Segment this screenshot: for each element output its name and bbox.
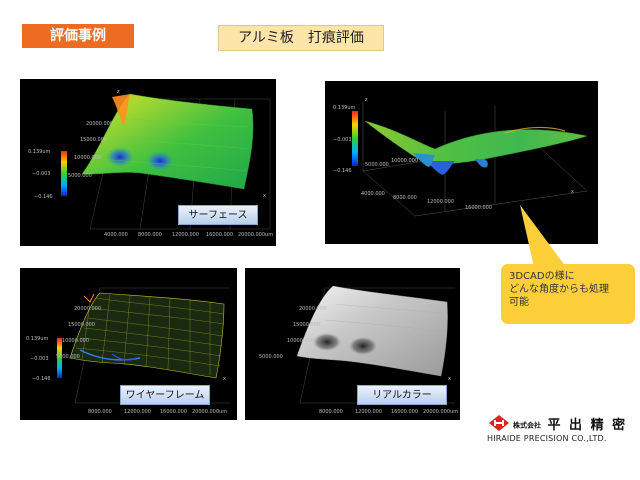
wireframe-x-tick: 8000.000 [88,409,112,415]
cad-y-tick: 10000.000 [391,158,418,164]
realcolor-y-tick: 15000.000 [293,322,320,328]
wireframe-y-tick: 5000.000 [56,354,80,360]
realcolor-x-tick: 8000.000 [319,409,343,415]
slide-title: アルミ板 打痕評価 [218,25,384,51]
surface-x-tick: 20000.000um [238,232,273,238]
company-name-text: 平 出 精 密 [547,418,628,433]
surface-x-tick: 16000.000 [206,232,233,238]
surface-x-axis-label: x [263,193,266,199]
realcolor-caption: リアルカラー [357,385,447,405]
wireframe-x-tick: 12000.000 [124,409,151,415]
surface-scale-mid: −0.003 [32,171,51,177]
wireframe-scale-max: 0.139um [26,336,48,342]
cad-x-tick: 16000.000 [465,205,492,211]
realcolor-x-axis-label: x [448,376,451,382]
cad-scale-max: 0.139um [333,105,355,111]
callout-text: 3DCADの様に どんな角度からも処理 可能 [509,271,609,308]
surface-y-tick: 15000.000 [80,137,107,143]
realcolor-y-tick: 10000.000 [287,338,314,344]
cad-x-tick: 4000.000 [361,191,385,197]
cad-x-axis-label: x [571,189,574,195]
realcolor-x-tick: 20000.000um [423,409,458,415]
callout-pointer [520,205,566,267]
surface-y-tick: 10000.000 [74,155,101,161]
wireframe-x-tick: 20000.000um [192,409,227,415]
company-prefix: 株式会社 [513,421,541,430]
wireframe-panel: 0.139um −0.003 −0.146 20000.000 15000.00… [20,268,237,420]
surface-x-tick: 12000.000 [172,232,199,238]
wireframe-y-tick: 20000.000 [74,306,101,312]
realcolor-y-tick: 20000.000 [299,306,326,312]
wireframe-scale-mid: −0.003 [30,356,49,362]
wireframe-caption: ワイヤーフレーム [120,385,210,405]
realcolor-x-tick: 12000.000 [355,409,382,415]
realcolor-x-tick: 16000.000 [391,409,418,415]
surface-scale-max: 0.139um [28,149,50,155]
company-logo: 株式会社 平 出 精 密 HIRAIDE PRECISION CO.,LTD. [487,414,632,448]
surface-caption: サーフェース [178,205,258,225]
surface-plot-image: 0.139um −0.003 −0.146 20000.000 15000.00… [28,89,273,238]
company-logo-mark-icon [489,415,509,431]
surface-y-tick: 20000.000 [86,121,113,127]
cad-plot-image: 0.139um −0.003 −0.146 10000.000 5000.000… [333,97,588,217]
realcolor-y-tick: 5000.000 [259,354,283,360]
surface-plot-panel: 0.139um −0.003 −0.146 20000.000 15000.00… [20,79,276,246]
callout-box: 3DCADの様に どんな角度からも処理 可能 [501,264,635,324]
cad-x-tick: 12000.000 [427,199,454,205]
surface-y-tick: 5000.000 [68,173,92,179]
section-tag: 評価事例 [22,24,134,48]
surface-z-axis-label: z [117,89,120,95]
surface-x-tick: 4000.000 [104,232,128,238]
surface-x-tick: 8000.000 [138,232,162,238]
surface-scale-min: −0.146 [34,194,53,200]
wireframe-plot-image: 0.139um −0.003 −0.146 20000.000 15000.00… [26,287,230,415]
company-name-en: HIRAIDE PRECISION CO.,LTD. [487,434,607,443]
company-name-jp: 株式会社 平 出 精 密 [513,414,627,433]
cad-scale-mid: −0.003 [333,137,352,143]
cad-z-axis-label: z [365,97,368,103]
wireframe-scale-min: −0.146 [32,376,51,382]
cad-y-tick: 5000.000 [365,162,389,168]
cad-x-tick: 8000.000 [393,195,417,201]
cad-view-panel: 0.139um −0.003 −0.146 10000.000 5000.000… [325,81,598,244]
realcolor-panel: 20000.000 15000.000 10000.000 5000.000 8… [245,268,460,420]
wireframe-y-tick: 15000.000 [68,322,95,328]
realcolor-plot-image: 20000.000 15000.000 10000.000 5000.000 8… [259,285,458,415]
cad-scale-min: −0.146 [333,168,352,174]
wireframe-y-tick: 10000.000 [62,338,89,344]
wireframe-x-axis-label: x [223,376,226,382]
wireframe-x-tick: 16000.000 [160,409,187,415]
